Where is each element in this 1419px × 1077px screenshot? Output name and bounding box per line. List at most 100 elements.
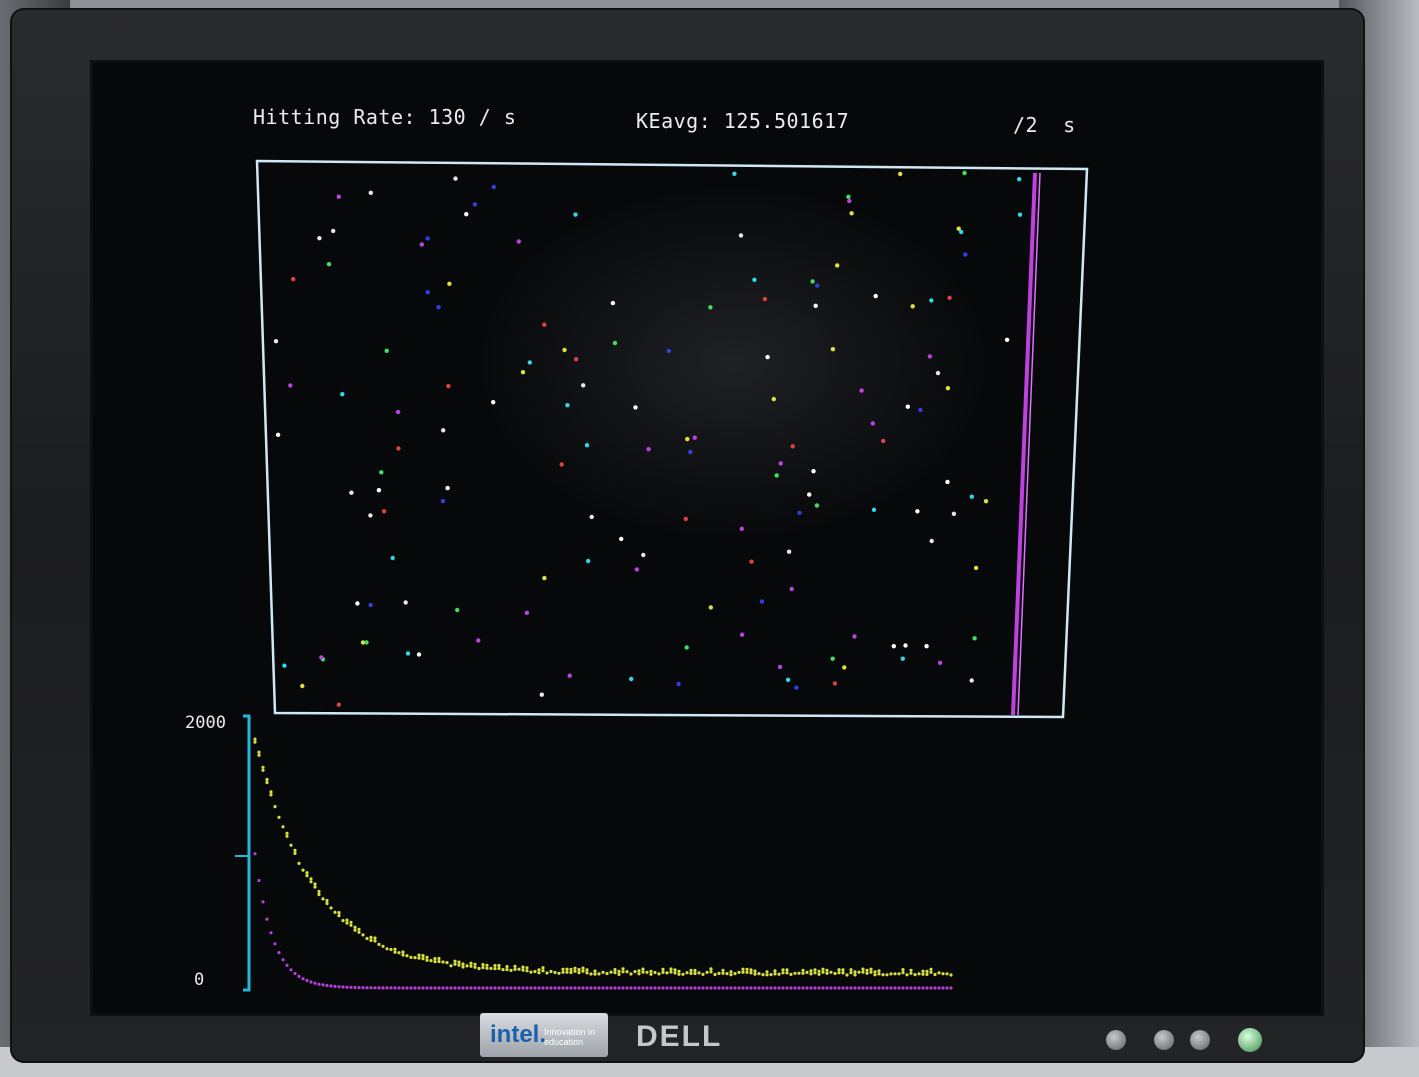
- gas-particle: [945, 479, 950, 485]
- curve-point: [589, 972, 593, 976]
- curve-point: [757, 972, 761, 976]
- curve-point: [281, 825, 285, 829]
- curve-point: [401, 950, 405, 954]
- gas-particle: [1004, 337, 1010, 342]
- curve-point: [349, 985, 353, 990]
- curve-point: [297, 974, 301, 979]
- curve-point: [513, 964, 517, 969]
- gas-particle: [646, 447, 651, 452]
- gas-particle: [956, 226, 961, 231]
- curve-point: [337, 911, 341, 915]
- curve-point: [721, 971, 725, 975]
- gas-particle: [440, 498, 446, 504]
- curve-point: [705, 986, 709, 990]
- distribution-curve-lower: [253, 852, 953, 990]
- gas-particle: [676, 681, 681, 687]
- gas-particle: [491, 400, 496, 405]
- curve-point: [889, 986, 893, 990]
- curve-point: [825, 968, 829, 972]
- curve-point: [437, 959, 441, 964]
- gas-particle: [395, 409, 401, 415]
- curve-point: [621, 986, 625, 990]
- curve-point: [893, 986, 897, 990]
- curve-point: [929, 967, 933, 971]
- curve-point: [761, 973, 765, 977]
- gas-particle: [849, 211, 854, 216]
- curve-point: [365, 986, 369, 990]
- curve-point: [677, 972, 681, 976]
- curve-point: [581, 966, 585, 970]
- gas-particle: [814, 503, 820, 508]
- gas-particle: [273, 339, 279, 344]
- curve-point: [821, 967, 825, 971]
- curve-point: [505, 968, 509, 972]
- curve-point: [529, 970, 533, 974]
- curve-point: [653, 970, 657, 975]
- menu-button-icon[interactable]: [1106, 1030, 1126, 1050]
- curve-point: [741, 970, 745, 974]
- curve-point: [253, 737, 257, 741]
- curve-point: [457, 960, 461, 964]
- curve-point: [537, 971, 541, 975]
- curve-point: [661, 967, 665, 972]
- graph-y-min-label: 0: [194, 970, 205, 990]
- curve-point: [633, 970, 637, 974]
- power-button-icon[interactable]: [1238, 1028, 1262, 1052]
- gas-particle: [685, 436, 690, 442]
- curve-point: [721, 968, 725, 972]
- curve-point: [773, 972, 777, 976]
- curve-point: [825, 986, 829, 990]
- curve-point: [621, 967, 625, 971]
- gas-particle: [542, 575, 547, 581]
- graph-y-axis: [243, 714, 251, 992]
- gas-particle: [633, 405, 638, 410]
- curve-point: [805, 970, 809, 975]
- curve-point: [833, 971, 837, 976]
- gas-particle: [584, 443, 590, 448]
- gas-particle: [900, 656, 905, 661]
- curve-point: [841, 968, 845, 972]
- minus-button-icon[interactable]: [1154, 1030, 1174, 1050]
- gas-particle: [573, 357, 579, 362]
- curve-point: [541, 966, 545, 970]
- curve-point: [745, 967, 749, 971]
- curve-point: [289, 968, 293, 972]
- curve-point: [517, 986, 521, 990]
- curve-point: [253, 740, 257, 744]
- curve-point: [377, 942, 381, 947]
- curve-point: [617, 972, 621, 977]
- curve-point: [737, 986, 741, 990]
- curve-point: [753, 972, 757, 976]
- gas-particle: [559, 462, 564, 467]
- curve-point: [641, 970, 645, 974]
- gas-particle: [472, 202, 478, 207]
- gas-particle: [368, 602, 373, 608]
- gas-particle: [881, 438, 886, 444]
- curve-point: [601, 970, 605, 974]
- gas-particle: [1017, 212, 1023, 217]
- curve-point: [497, 963, 501, 968]
- curve-point: [845, 986, 849, 990]
- curve-point: [617, 986, 621, 990]
- gas-particle: [846, 194, 851, 199]
- curve-point: [457, 986, 461, 990]
- gas-particle: [527, 360, 532, 365]
- gas-particle: [331, 228, 336, 234]
- curve-point: [821, 970, 825, 974]
- plus-button-icon[interactable]: [1190, 1030, 1210, 1050]
- curve-point: [385, 986, 389, 990]
- gas-particle: [759, 599, 765, 604]
- curve-point: [869, 970, 873, 974]
- curve-point: [353, 925, 357, 929]
- curve-point: [793, 971, 797, 975]
- gas-particle: [336, 702, 341, 707]
- gas-particle: [951, 511, 957, 516]
- curve-point: [393, 986, 397, 990]
- curve-point: [309, 980, 313, 984]
- curve-point: [841, 986, 845, 990]
- time-readout: /2 s: [1013, 113, 1076, 137]
- gas-particle: [562, 347, 567, 353]
- curve-point: [781, 986, 785, 990]
- curve-point: [861, 986, 865, 990]
- curve-point: [897, 972, 901, 976]
